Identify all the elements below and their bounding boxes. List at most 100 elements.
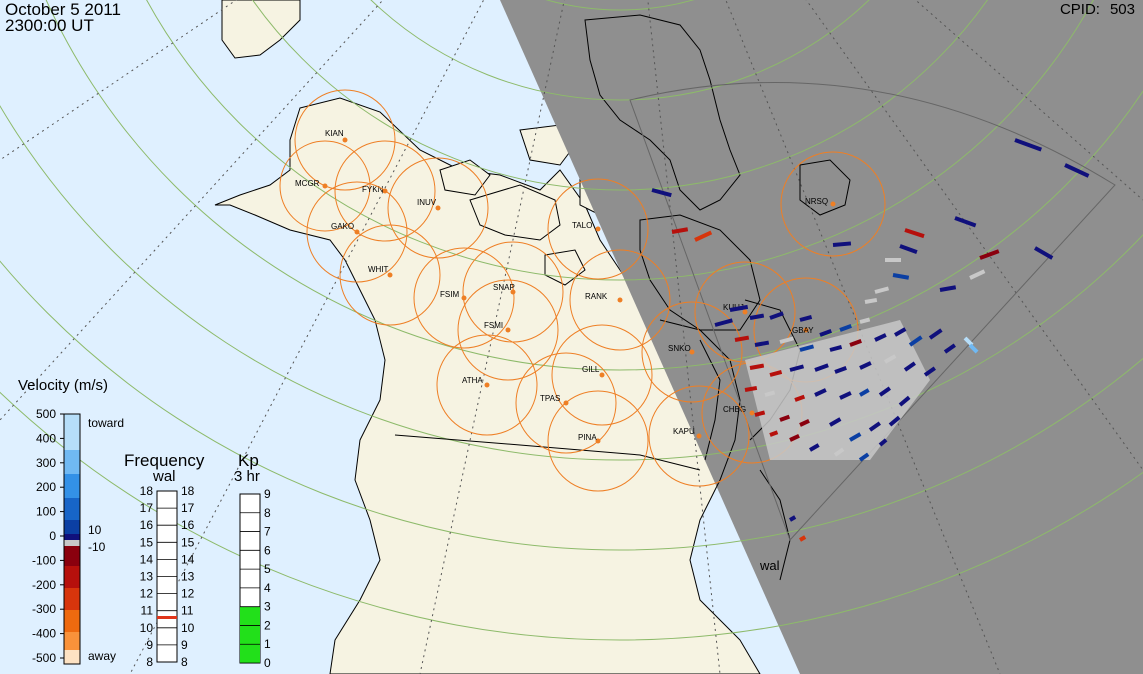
velocity-threshold-positive: 10 [88, 523, 102, 537]
velocity-vector [859, 361, 872, 370]
velocity-vector [829, 417, 842, 427]
station-circle-tpas [515, 352, 617, 454]
velocity-vector [968, 343, 979, 354]
velocity-vector [903, 361, 916, 372]
station-circle-pina [547, 390, 649, 492]
station-label-kian: KIAN [325, 129, 344, 138]
station-circle-kuuj [694, 261, 796, 363]
velocity-vector [864, 297, 878, 304]
velocity-vector [868, 421, 881, 432]
frequency-tick-label: 18 [181, 484, 195, 498]
station-marker-inuv [435, 205, 441, 211]
velocity-color-band [64, 610, 80, 632]
velocity-vector [884, 354, 897, 364]
station-circle-gako [306, 181, 408, 283]
velocity-vector [764, 390, 776, 397]
station-label-inuv: INUV [417, 198, 437, 207]
velocity-vector [954, 216, 977, 228]
velocity-tick-label: 400 [36, 431, 56, 445]
greenland-landmass [221, 0, 301, 59]
velocity-vector [814, 363, 829, 372]
station-label-pina: PINA [578, 433, 597, 442]
velocity-color-band [64, 498, 80, 520]
velocity-tick-label: -300 [32, 602, 56, 616]
station-circle-fykn [334, 140, 436, 242]
frequency-tick-label: 17 [181, 501, 195, 515]
station-marker-whit [387, 272, 393, 278]
frequency-tick-label: 13 [140, 570, 154, 584]
velocity-tick-label: 0 [49, 529, 56, 543]
station-marker-snko [689, 349, 695, 355]
station-label-nrsq: NRSQ [805, 197, 828, 206]
station-label-gbay: GBAY [792, 326, 814, 335]
velocity-vector [892, 273, 910, 280]
velocity-color-band [64, 414, 80, 450]
radar-fov [629, 81, 1116, 541]
velocity-vector [671, 227, 689, 234]
ground-scatter-region [745, 320, 930, 460]
velocity-vector [809, 443, 820, 452]
station-label-mcgr: MCGR [295, 179, 320, 188]
velocity-vector [779, 414, 791, 422]
kp-tick-label: 6 [264, 543, 271, 557]
velocity-scale-frame [63, 413, 81, 665]
frequency-tick-label: 10 [181, 621, 195, 635]
station-circle-atha [436, 334, 538, 436]
velocity-vector [769, 369, 783, 377]
velocity-vector [799, 418, 810, 427]
velocity-vector [769, 430, 779, 437]
station-label-fsim: FSIM [440, 290, 459, 299]
cpid-label: CPID: [1059, 1, 1100, 18]
nrsq-landmass [799, 159, 851, 216]
velocity-color-band [64, 546, 80, 566]
velocity-color-band [64, 632, 80, 650]
velocity-vector [754, 410, 766, 417]
frequency-tick-label: 12 [140, 587, 154, 601]
station-marker-mcgr [322, 183, 328, 189]
frequency-tick-label: 17 [140, 501, 154, 515]
station-marker-gill [599, 372, 605, 378]
station-label-fykn: FYKN [362, 185, 384, 194]
velocity-tick-label: -200 [32, 578, 56, 592]
station-label-tpas: TPAS [540, 394, 560, 403]
velocity-vector [899, 244, 918, 255]
velocity-vector [963, 336, 974, 347]
station-marker-nrsq [830, 201, 836, 207]
frequency-tick-label: 14 [140, 552, 154, 566]
velocity-vector [1034, 246, 1054, 260]
station-label-rank: RANK [585, 292, 608, 301]
velocity-vector [779, 336, 795, 344]
station-label-fsmi: FSMI [484, 321, 503, 330]
velocity-vector [1014, 138, 1042, 152]
velocity-vector [799, 535, 807, 542]
velocity-vector [729, 304, 749, 312]
station-circle-mcgr [279, 140, 371, 232]
velocity-vector [939, 285, 957, 292]
cpid-readout: CPID: 503 [1050, 1, 1135, 18]
frequency-scale: 18 18 17 17 16 16 15 15 14 14 13 13 12 12 11 11 10 10 9 9 8 8 [140, 484, 195, 669]
kp-scale: 9 8 7 6 5 4 3 2 1 0 [239, 487, 271, 670]
kp-tick-label: 3 [264, 600, 271, 614]
velocity-color-scale: 500 400 300 200 100 0 -100 -200 -300 -400 -500 towa… [32, 407, 124, 665]
station-marker-kapu [696, 433, 702, 439]
station-label-snko: SNKO [668, 344, 691, 353]
velocity-tick-label: -400 [32, 627, 56, 641]
station-label-gill: GILL [582, 365, 600, 374]
frequency-tick-label: 9 [181, 638, 188, 652]
velocity-vector [839, 324, 852, 332]
velocity-vector [928, 328, 943, 340]
frequency-scale-subtitle: wal [153, 468, 176, 485]
velocity-toward-label: toward [88, 416, 124, 430]
velocity-vector [794, 394, 806, 402]
velocity-vector [799, 314, 813, 322]
velocity-vector [979, 249, 1000, 260]
velocity-tick-label: 500 [36, 407, 56, 421]
station-circle-snko [641, 301, 743, 403]
station-label-talo: TALO [572, 221, 592, 230]
velocity-color-band [64, 588, 80, 610]
kp-tick-label: 1 [264, 637, 271, 651]
frequency-tick-label: 16 [140, 518, 154, 532]
frequency-tick-label: 13 [181, 570, 195, 584]
velocity-vector [874, 286, 890, 294]
